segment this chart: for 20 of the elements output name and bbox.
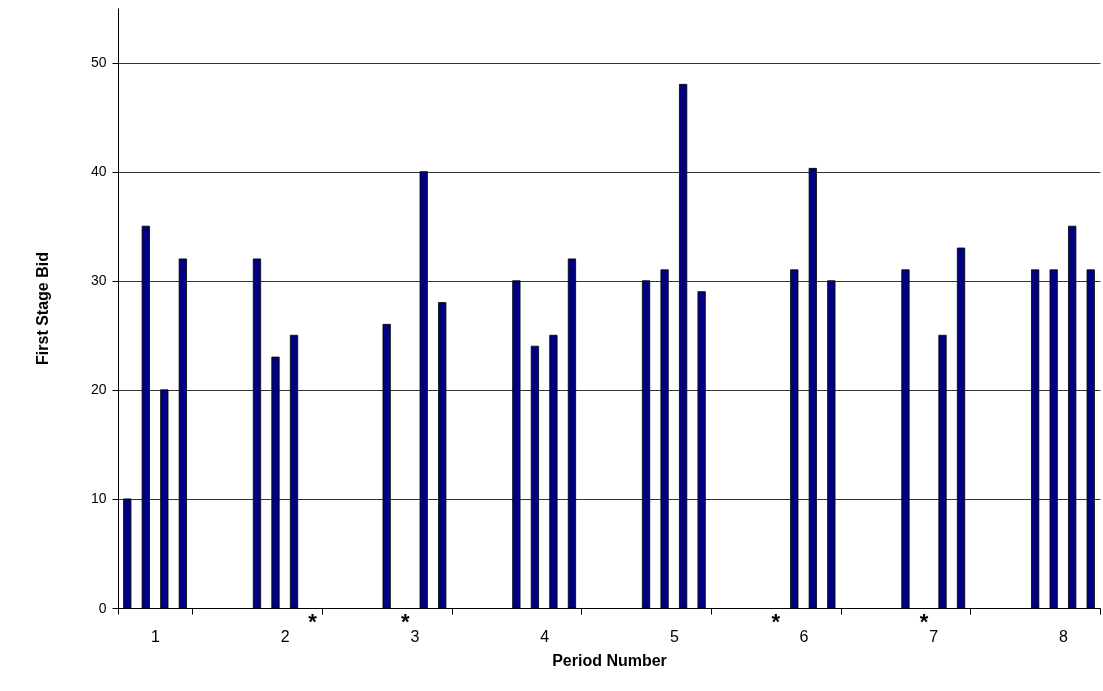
x-axis-title: Period Number xyxy=(552,651,667,669)
x-tick-label: 1 xyxy=(151,627,161,645)
text: * xyxy=(308,609,318,634)
y-tick-label: 10 xyxy=(90,490,107,507)
x-tick-label: 7 xyxy=(929,627,939,645)
y-tick-label: 20 xyxy=(90,381,107,398)
y-axis-title: First Stage Bid xyxy=(33,252,51,365)
y-tick-label: 40 xyxy=(90,163,107,180)
x-tick-label: 8 xyxy=(1058,627,1068,645)
x-tick-label: 5 xyxy=(669,627,679,645)
y-tick-label: 0 xyxy=(98,599,107,616)
text: * xyxy=(919,609,929,634)
x-tick-label: 2 xyxy=(280,627,290,645)
y-tick-label: 50 xyxy=(90,54,107,71)
x-tick-label: 6 xyxy=(799,627,809,645)
x-tick-label: 4 xyxy=(540,627,550,645)
text: * xyxy=(771,609,781,634)
y-tick-label: 30 xyxy=(90,272,107,289)
text: * xyxy=(400,609,410,634)
x-tick-label: 3 xyxy=(410,627,420,645)
